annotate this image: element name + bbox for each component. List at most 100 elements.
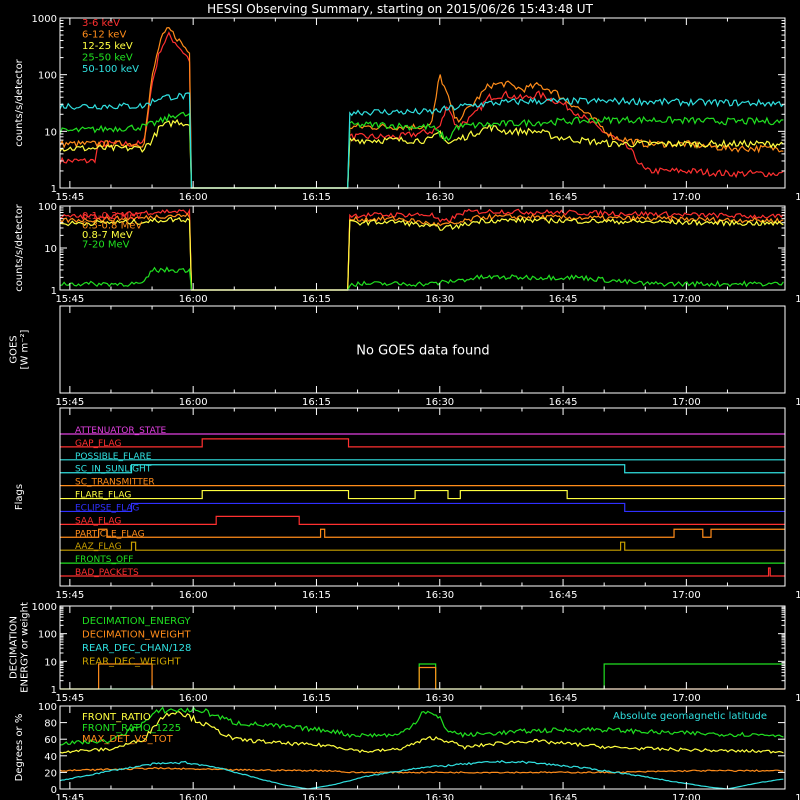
- series-line-0-8-7-mev: [59, 216, 784, 291]
- y-tick-label: 10: [44, 657, 57, 668]
- legend-entry-front-ratio: FRONT_RATIO: [82, 712, 151, 723]
- y-tick-label: 1000: [32, 14, 57, 25]
- x-tick-label: 17:00: [672, 793, 701, 800]
- x-tick-label: 16:00: [179, 397, 208, 408]
- panel-gamma: counts/s/detector 1 10 100 0.1-0.3 MeV0.3-0.…: [14, 202, 800, 305]
- flag-line-eclipse-flag: [60, 502, 785, 513]
- y-tick-label: 0: [51, 785, 57, 796]
- legend-entry-0-1-0-3-mev: 0.1-0.3 MeV: [82, 211, 142, 222]
- x-tick-label: 15:45: [55, 397, 84, 408]
- geomagnetic-annotation: Absolute geomagnetic latitude: [613, 711, 767, 722]
- legend-entry-50-100-kev: 50-100 keV: [82, 64, 139, 75]
- panel-flags: Flags ATTENUATOR_STATE GAP_FLAG POSSIBLE_FL…: [14, 407, 800, 601]
- flag-label-fronts-off: FRONTS_OFF: [75, 555, 133, 565]
- flag-label-possible-flare: POSSIBLE_FLARE: [75, 452, 152, 462]
- flag-label-bad-packets: BAD_PACKETS: [75, 568, 139, 578]
- x-tick-label: 16:45: [549, 590, 578, 601]
- series-line-max-det-vs-tot: [59, 766, 784, 774]
- y-axis-label: ENERGY or weight: [20, 602, 31, 693]
- x-tick-label: 17:15: [795, 294, 800, 305]
- y-tick-label: 100: [38, 630, 57, 641]
- x-tick-label: 16:15: [302, 192, 331, 203]
- legend-entry-0-8-7-mev: 0.8-7 MeV: [82, 230, 133, 241]
- x-tick-label: 16:45: [549, 693, 578, 704]
- flag-line-saa-flag: [60, 515, 785, 525]
- figure-title: HESSI Observing Summary, starting on 201…: [207, 2, 593, 16]
- y-tick-label: 100: [38, 702, 57, 713]
- plot-frame: [59, 17, 786, 189]
- x-tick-label: 17:00: [672, 590, 701, 601]
- x-tick-label: 16:15: [302, 793, 331, 800]
- series-line-3-6-kev: [59, 31, 784, 189]
- y-axis-label: Flags: [14, 484, 25, 510]
- series-line-50-100-kev: [59, 92, 784, 189]
- legend-entry-decimation-energy: DECIMATION_ENERGY: [82, 616, 191, 627]
- flag-label-sc-in-sunlight: SC_IN_SUNLIGHT: [75, 465, 152, 475]
- x-tick-label: 17:15: [795, 192, 800, 203]
- series-line-6-12-kev: [59, 26, 784, 189]
- x-tick-label: 16:15: [302, 590, 331, 601]
- x-tick-label: 16:30: [425, 793, 454, 800]
- x-tick-label: 17:15: [795, 793, 800, 800]
- x-tick-label: 16:00: [179, 192, 208, 203]
- flag-line-particle-flag: [60, 528, 785, 538]
- plot-frame: [59, 705, 786, 790]
- flag-label-particle-flag: PARTICLE_FLAG: [75, 529, 145, 539]
- y-tick-label: 10: [44, 244, 57, 255]
- series-line-12-25-kev: [59, 118, 784, 189]
- x-tick-label: 17:00: [672, 397, 701, 408]
- legend-entry-3-6-kev: 3-6 keV: [82, 18, 120, 29]
- flag-line-bad-packets: [60, 567, 785, 577]
- x-tick-label: 16:00: [179, 294, 208, 305]
- y-tick-label: 60: [44, 735, 57, 746]
- flag-label-attenuator-state: ATTENUATOR_STATE: [75, 426, 167, 436]
- y-axis-label: counts/s/detector: [14, 58, 25, 146]
- y-tick-label: 1: [51, 685, 57, 696]
- y-tick-label: 1: [51, 184, 57, 195]
- legend-entry-0-3-0-8-mev: 0.3-0.8 MeV: [82, 221, 142, 232]
- flag-label-gap-flag: GAP_FLAG: [75, 439, 121, 449]
- plot-frame: [59, 605, 786, 690]
- x-tick-label: 16:00: [179, 590, 208, 601]
- x-tick-label: 17:15: [795, 397, 800, 408]
- series-line-0-1-0-3-mev: [59, 207, 784, 291]
- y-axis-label: GOES: [9, 335, 20, 363]
- y-tick-label: 10: [44, 127, 57, 138]
- legend-entry-rear-dec-weight: REAR_DEC_WEIGHT: [82, 657, 181, 668]
- flag-label-saa-flag: SAA_FLAG: [75, 516, 121, 526]
- flag-label-flare-flag: FLARE_FLAG: [75, 491, 131, 501]
- x-tick-label: 16:45: [549, 793, 578, 800]
- y-tick-label: 1: [51, 286, 57, 297]
- x-tick-label: 16:15: [302, 693, 331, 704]
- x-tick-label: 16:30: [425, 192, 454, 203]
- y-tick-label: 100: [38, 71, 57, 82]
- legend-entry-12-25-kev: 12-25 keV: [82, 41, 133, 52]
- y-tick-label: 40: [44, 752, 57, 763]
- x-tick-label: 16:30: [425, 590, 454, 601]
- legend-entry-25-50-kev: 25-50 keV: [82, 53, 133, 64]
- plot-frame: [59, 407, 786, 587]
- x-tick-label: 16:30: [425, 397, 454, 408]
- plot-frame: [59, 305, 786, 394]
- x-tick-label: 15:45: [55, 693, 84, 704]
- y-axis-label: Degrees or %: [14, 714, 25, 782]
- y-tick-label: 20: [44, 768, 57, 779]
- x-tick-label: 16:30: [425, 693, 454, 704]
- y-axis-label: DECIMATION: [9, 616, 20, 679]
- x-tick-label: 16:15: [302, 397, 331, 408]
- series-line-7-20-mev: [59, 266, 784, 291]
- y-tick-label: 1000: [32, 602, 57, 613]
- flag-line-aaz-flag: [60, 541, 785, 551]
- flag-line-gap-flag: [60, 438, 785, 448]
- y-axis-label: [W m⁻²]: [20, 329, 31, 369]
- flag-line-sc-in-sunlight: [60, 464, 785, 474]
- flag-label-aaz-flag: AAZ_FLAG: [75, 542, 122, 552]
- flag-label-eclipse-flag: ECLIPSE_FLAG: [75, 503, 139, 513]
- series-line-front-ratio: [59, 711, 784, 754]
- legend-entry-7-20-mev: 7-20 MeV: [82, 240, 130, 251]
- series-line-0-3-0-8-mev: [59, 212, 784, 291]
- x-tick-label: 16:00: [179, 693, 208, 704]
- x-tick-label: 15:45: [55, 192, 84, 203]
- no-data-message: No GOES data found: [356, 344, 489, 359]
